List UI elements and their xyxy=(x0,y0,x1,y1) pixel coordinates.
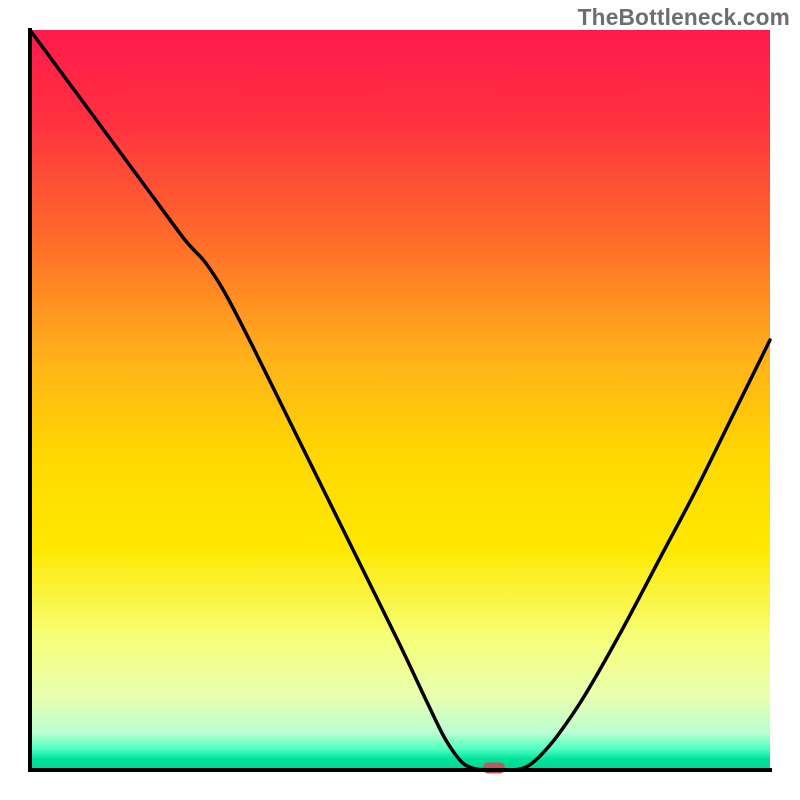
chart-canvas xyxy=(0,0,800,800)
bottleneck-chart: TheBottleneck.com xyxy=(0,0,800,800)
watermark-text: TheBottleneck.com xyxy=(578,4,790,31)
plot-background xyxy=(30,30,770,770)
